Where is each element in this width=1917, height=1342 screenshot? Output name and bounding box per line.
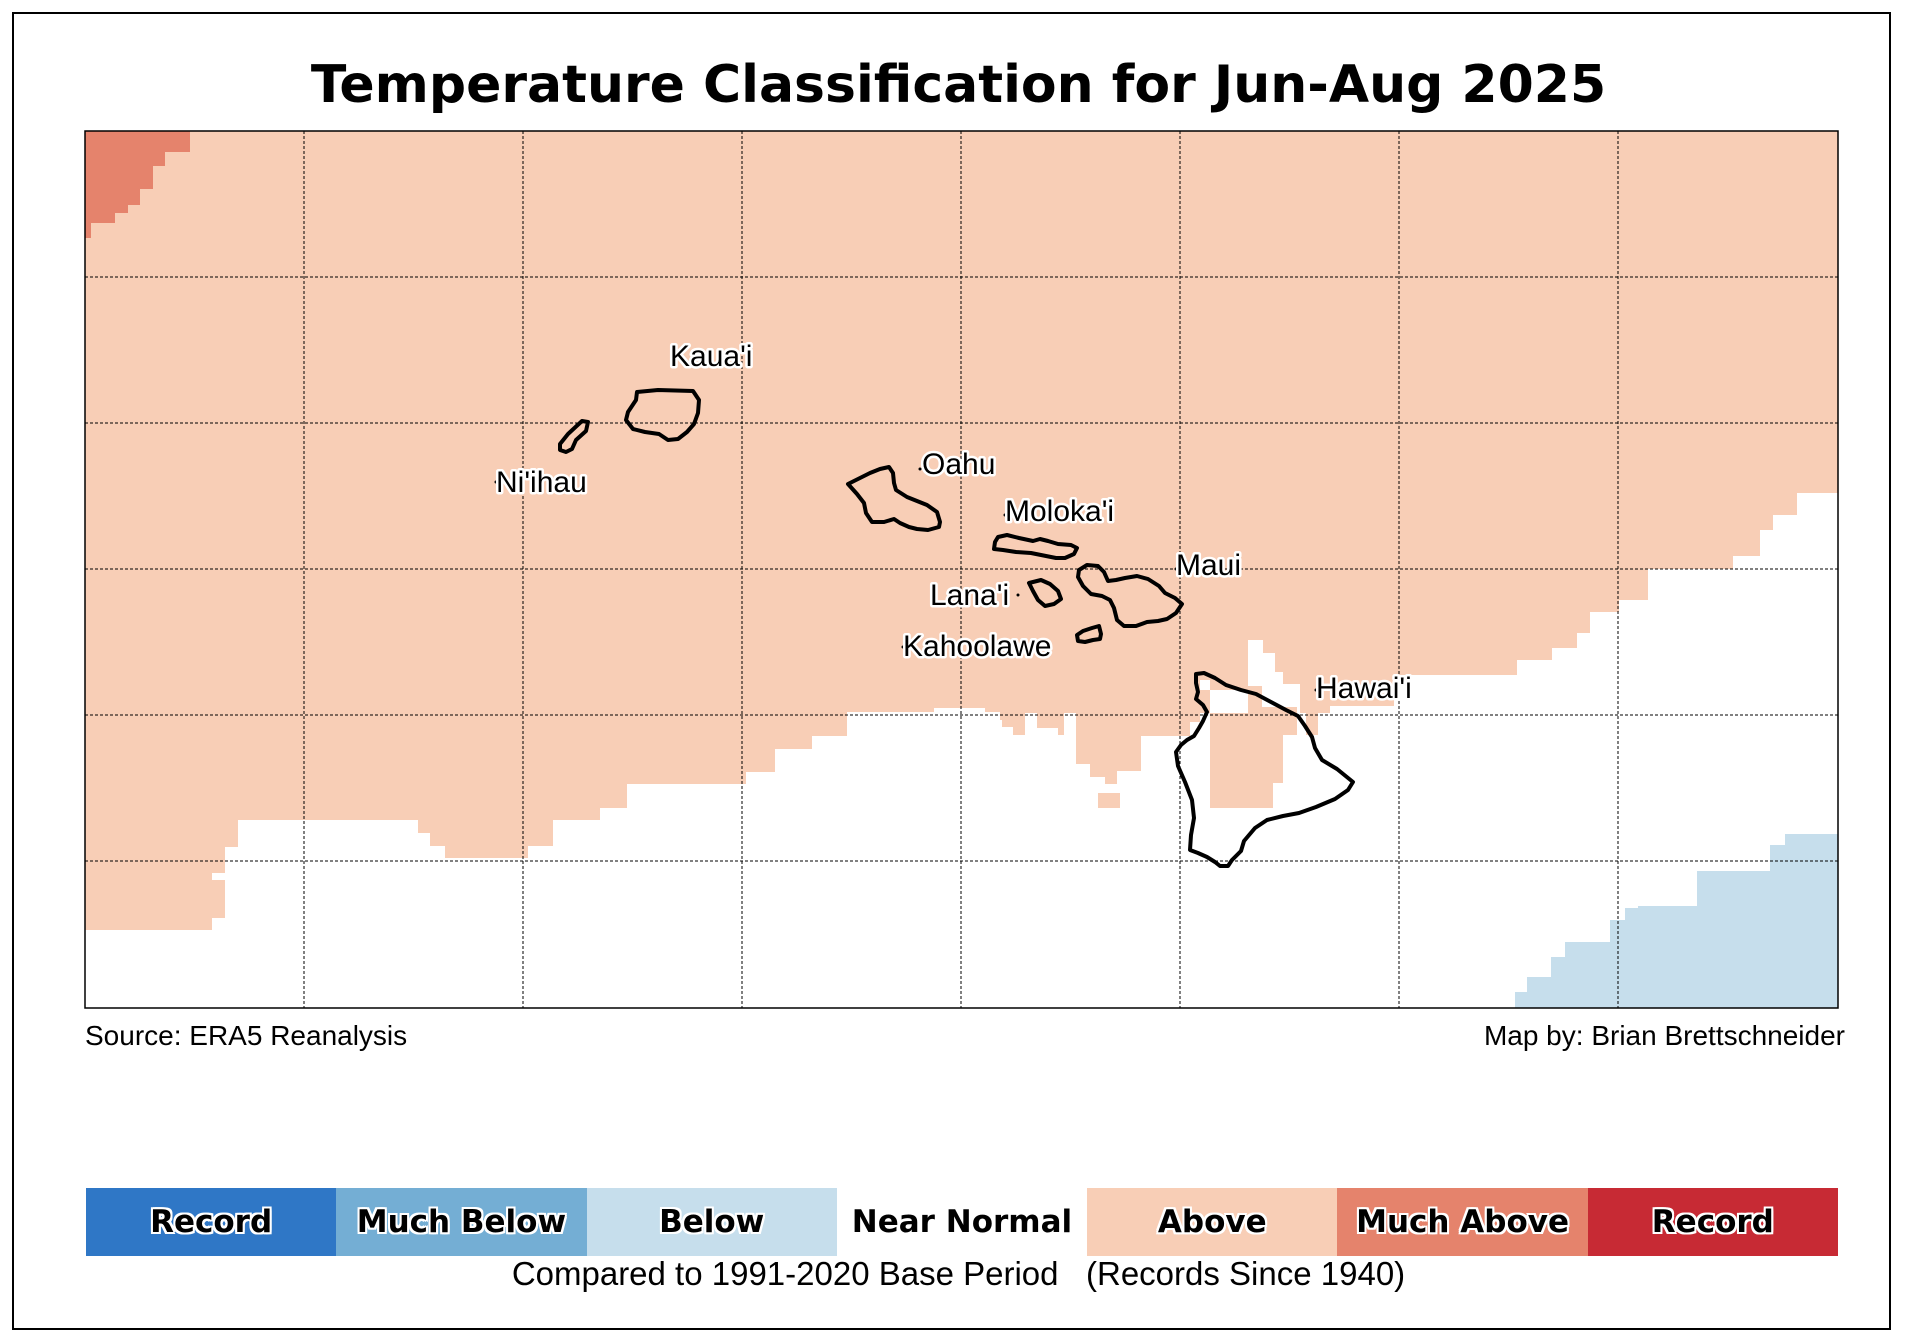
above-southwest-finger bbox=[85, 870, 225, 930]
label-kahoolawe: Kahoolawe bbox=[903, 630, 1051, 663]
legend-item-much-above-5: Much Above bbox=[1337, 1188, 1588, 1256]
base-period-note: Compared to 1991-2020 Base Period (Recor… bbox=[511, 1255, 1406, 1292]
much-above-region bbox=[85, 131, 190, 238]
label-kauai: Kaua'i bbox=[670, 340, 752, 373]
kahoolawe-outline bbox=[1075, 624, 1103, 644]
map-border bbox=[84, 130, 1839, 1009]
label-oahu: Oahu bbox=[922, 448, 995, 481]
credit-note: Map by: Brian Brettschneider bbox=[1483, 1020, 1845, 1051]
label-lanai: Lana'i bbox=[930, 579, 1009, 612]
source-note: Source: ERA5 Reanalysis bbox=[85, 1020, 408, 1051]
label-niihau: Ni'ihau bbox=[496, 466, 587, 499]
legend-item-record-0: Record bbox=[86, 1188, 337, 1256]
map-title: Temperature Classification for Jun-Aug 2… bbox=[310, 55, 1607, 115]
oahu-outline bbox=[846, 465, 942, 532]
legend-item-above-4: Above bbox=[1087, 1188, 1338, 1256]
legend-item-near-normal-3: Near Normal bbox=[836, 1188, 1088, 1256]
figure-frame bbox=[12, 12, 1891, 1330]
maui-outline bbox=[1076, 563, 1184, 628]
label-molokai: Moloka'i bbox=[1005, 495, 1114, 528]
hawaii-outline bbox=[1174, 671, 1355, 868]
niihau-outline bbox=[558, 419, 590, 454]
legend-item-much-below-1: Much Below bbox=[336, 1188, 587, 1256]
legend-bar: Record Much Below Below Near Normal Above Muc… bbox=[86, 1188, 1838, 1256]
kauai-outline bbox=[624, 388, 701, 442]
molokai-outline bbox=[992, 533, 1079, 560]
label-hawaii: Hawai'i bbox=[1316, 672, 1412, 705]
lanai-outline bbox=[1027, 578, 1063, 608]
graticule bbox=[85, 131, 1838, 1008]
label-maui: Maui bbox=[1176, 549, 1241, 582]
below-region bbox=[1515, 834, 1838, 1008]
legend-item-record-6: Record bbox=[1587, 1188, 1838, 1256]
near-normal-region bbox=[85, 493, 1838, 1008]
legend-item-below-2: Below bbox=[586, 1188, 837, 1256]
